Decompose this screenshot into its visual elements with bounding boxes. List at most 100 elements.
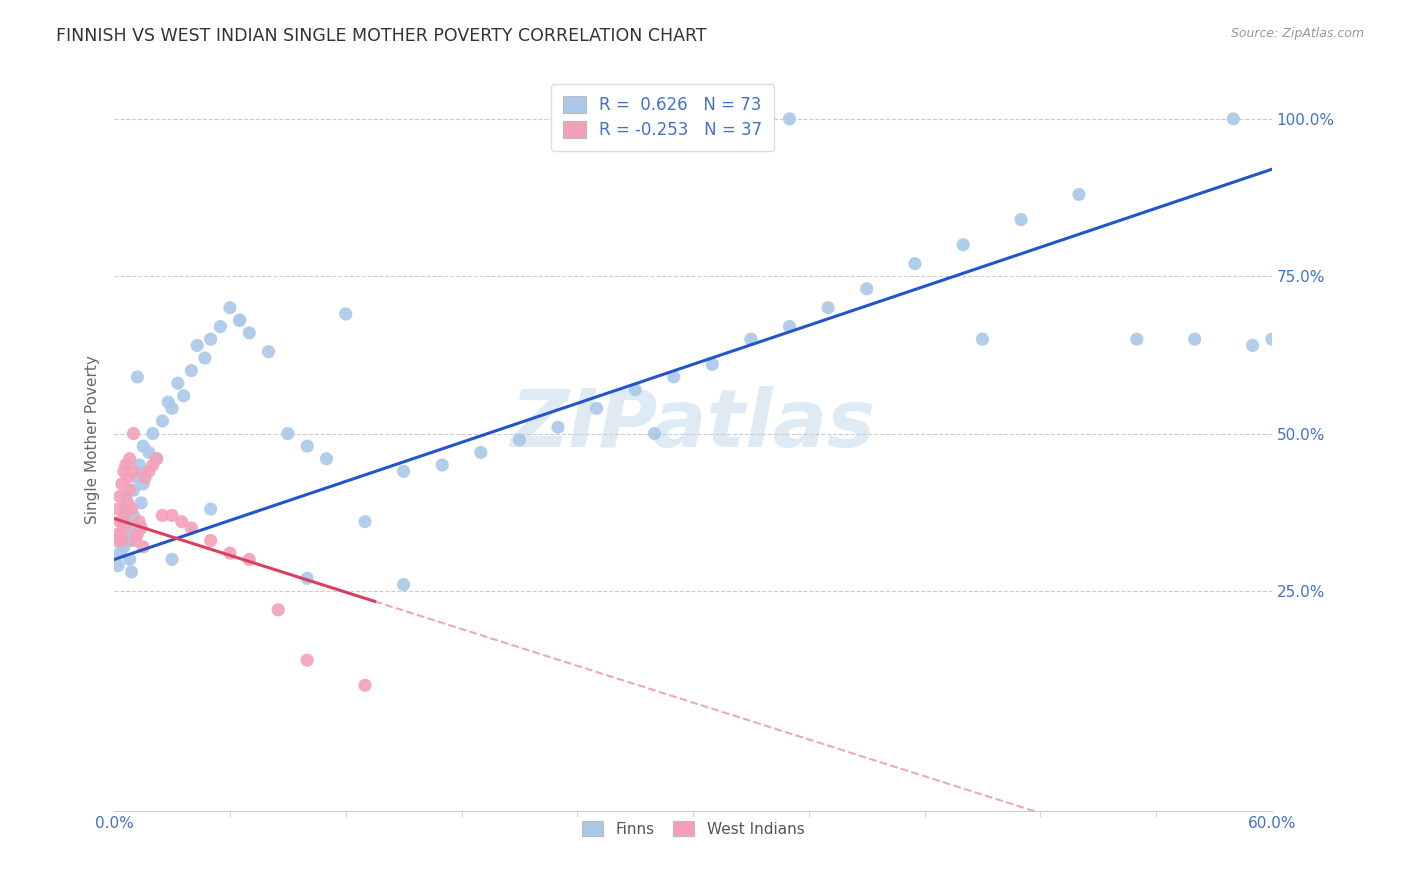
Point bbox=[134, 470, 156, 484]
Point bbox=[267, 603, 290, 617]
Point bbox=[157, 395, 180, 409]
Point bbox=[122, 483, 145, 498]
Point bbox=[547, 420, 569, 434]
Point bbox=[108, 546, 131, 560]
Point bbox=[160, 401, 183, 416]
Point bbox=[117, 470, 139, 484]
Point bbox=[128, 515, 150, 529]
Point bbox=[145, 451, 167, 466]
Point bbox=[186, 338, 208, 352]
Point bbox=[335, 307, 357, 321]
Point bbox=[170, 515, 193, 529]
Point bbox=[132, 476, 155, 491]
Point bbox=[238, 326, 260, 340]
Point bbox=[112, 540, 135, 554]
Point bbox=[295, 571, 318, 585]
Point bbox=[108, 490, 131, 504]
Point bbox=[392, 577, 415, 591]
Point bbox=[152, 508, 174, 523]
Point bbox=[132, 439, 155, 453]
Point bbox=[295, 653, 318, 667]
Point bbox=[1184, 332, 1206, 346]
Point bbox=[105, 533, 128, 548]
Point bbox=[132, 540, 155, 554]
Point bbox=[127, 470, 149, 484]
Point bbox=[1067, 187, 1090, 202]
Point bbox=[952, 237, 974, 252]
Point bbox=[122, 508, 145, 523]
Point bbox=[1010, 212, 1032, 227]
Point bbox=[114, 508, 136, 523]
Point bbox=[200, 533, 222, 548]
Point bbox=[585, 401, 607, 416]
Point bbox=[817, 301, 839, 315]
Point bbox=[128, 458, 150, 472]
Point bbox=[173, 389, 195, 403]
Point bbox=[138, 464, 160, 478]
Point bbox=[145, 451, 167, 466]
Point bbox=[354, 515, 377, 529]
Point bbox=[117, 496, 139, 510]
Point bbox=[1261, 332, 1284, 346]
Point bbox=[508, 433, 530, 447]
Point bbox=[114, 515, 136, 529]
Point bbox=[740, 332, 762, 346]
Point bbox=[1222, 112, 1244, 126]
Point bbox=[129, 496, 152, 510]
Point bbox=[127, 527, 149, 541]
Point bbox=[127, 370, 149, 384]
Point bbox=[277, 426, 299, 441]
Point bbox=[643, 426, 665, 441]
Point bbox=[124, 533, 146, 548]
Point bbox=[779, 112, 801, 126]
Point bbox=[124, 527, 146, 541]
Point bbox=[432, 458, 454, 472]
Point bbox=[200, 332, 222, 346]
Point bbox=[111, 527, 134, 541]
Point bbox=[138, 445, 160, 459]
Text: FINNISH VS WEST INDIAN SINGLE MOTHER POVERTY CORRELATION CHART: FINNISH VS WEST INDIAN SINGLE MOTHER POV… bbox=[56, 27, 707, 45]
Point bbox=[107, 527, 129, 541]
Text: ZIPatlas: ZIPatlas bbox=[510, 386, 876, 464]
Point bbox=[295, 439, 318, 453]
Point bbox=[122, 426, 145, 441]
Point bbox=[972, 332, 994, 346]
Point bbox=[121, 565, 143, 579]
Point bbox=[624, 383, 647, 397]
Point bbox=[129, 521, 152, 535]
Y-axis label: Single Mother Poverty: Single Mother Poverty bbox=[86, 355, 100, 524]
Point bbox=[662, 370, 685, 384]
Point bbox=[702, 357, 724, 371]
Point bbox=[152, 414, 174, 428]
Point bbox=[112, 521, 135, 535]
Point bbox=[117, 521, 139, 535]
Text: Source: ZipAtlas.com: Source: ZipAtlas.com bbox=[1230, 27, 1364, 40]
Point bbox=[904, 257, 927, 271]
Point bbox=[142, 426, 165, 441]
Point bbox=[160, 552, 183, 566]
Point bbox=[118, 533, 141, 548]
Point bbox=[134, 464, 156, 478]
Point bbox=[354, 678, 377, 692]
Point bbox=[118, 552, 141, 566]
Point bbox=[108, 515, 131, 529]
Point bbox=[114, 490, 136, 504]
Point bbox=[122, 464, 145, 478]
Point bbox=[219, 546, 242, 560]
Point bbox=[114, 458, 136, 472]
Point bbox=[219, 301, 242, 315]
Point bbox=[111, 533, 134, 548]
Point bbox=[111, 476, 134, 491]
Point bbox=[107, 558, 129, 573]
Point bbox=[228, 313, 250, 327]
Point bbox=[194, 351, 217, 365]
Point bbox=[160, 508, 183, 523]
Point bbox=[228, 313, 250, 327]
Point bbox=[257, 344, 280, 359]
Point bbox=[1126, 332, 1149, 346]
Point bbox=[112, 464, 135, 478]
Point bbox=[392, 464, 415, 478]
Point bbox=[118, 451, 141, 466]
Point bbox=[470, 445, 492, 459]
Point bbox=[779, 319, 801, 334]
